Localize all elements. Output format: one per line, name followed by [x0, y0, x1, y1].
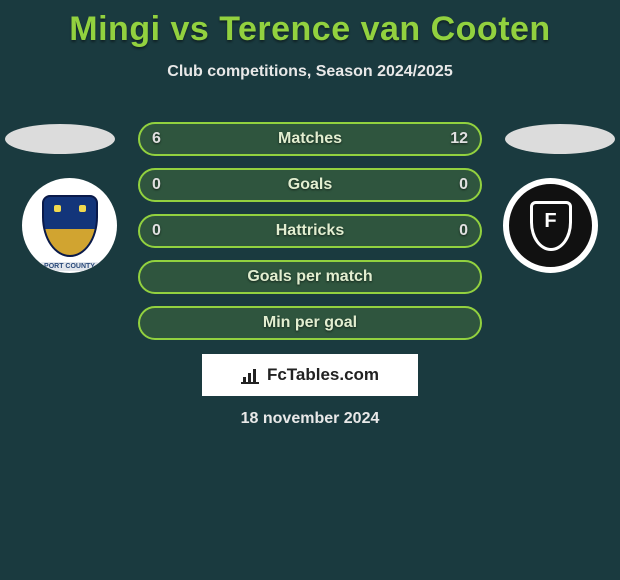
stat-label: Goals per match — [247, 268, 372, 286]
stat-row-goals-per-match: Goals per match — [138, 260, 482, 294]
stats-container: 6 Matches 12 0 Goals 0 0 Hattricks 0 Goa… — [138, 122, 482, 352]
bar-chart-icon — [241, 367, 261, 383]
stat-right-value: 0 — [459, 222, 468, 240]
stat-row-min-per-goal: Min per goal — [138, 306, 482, 340]
left-club-ribbon: PORT COUNTY — [38, 262, 101, 271]
left-platform-ellipse — [5, 124, 115, 154]
stat-right-value: 12 — [450, 130, 468, 148]
stat-row-goals: 0 Goals 0 — [138, 168, 482, 202]
brand-box: FcTables.com — [202, 354, 418, 396]
right-club-letter: F — [544, 210, 556, 233]
page-title: Mingi vs Terence van Cooten — [0, 0, 620, 49]
left-club-shield — [42, 195, 98, 257]
brand-text: FcTables.com — [267, 365, 379, 385]
left-club-crest: PORT COUNTY — [22, 178, 117, 273]
stat-label: Min per goal — [263, 314, 357, 332]
date-text: 18 november 2024 — [241, 410, 380, 428]
right-platform-ellipse — [505, 124, 615, 154]
right-club-crest: F — [503, 178, 598, 273]
stat-label: Goals — [288, 176, 332, 194]
stat-left-value: 0 — [152, 222, 161, 240]
stat-label: Matches — [278, 130, 342, 148]
stat-left-value: 0 — [152, 176, 161, 194]
stat-left-value: 6 — [152, 130, 161, 148]
stat-label: Hattricks — [276, 222, 344, 240]
stat-right-value: 0 — [459, 176, 468, 194]
stat-row-hattricks: 0 Hattricks 0 — [138, 214, 482, 248]
stat-row-matches: 6 Matches 12 — [138, 122, 482, 156]
subtitle: Club competitions, Season 2024/2025 — [0, 63, 620, 81]
